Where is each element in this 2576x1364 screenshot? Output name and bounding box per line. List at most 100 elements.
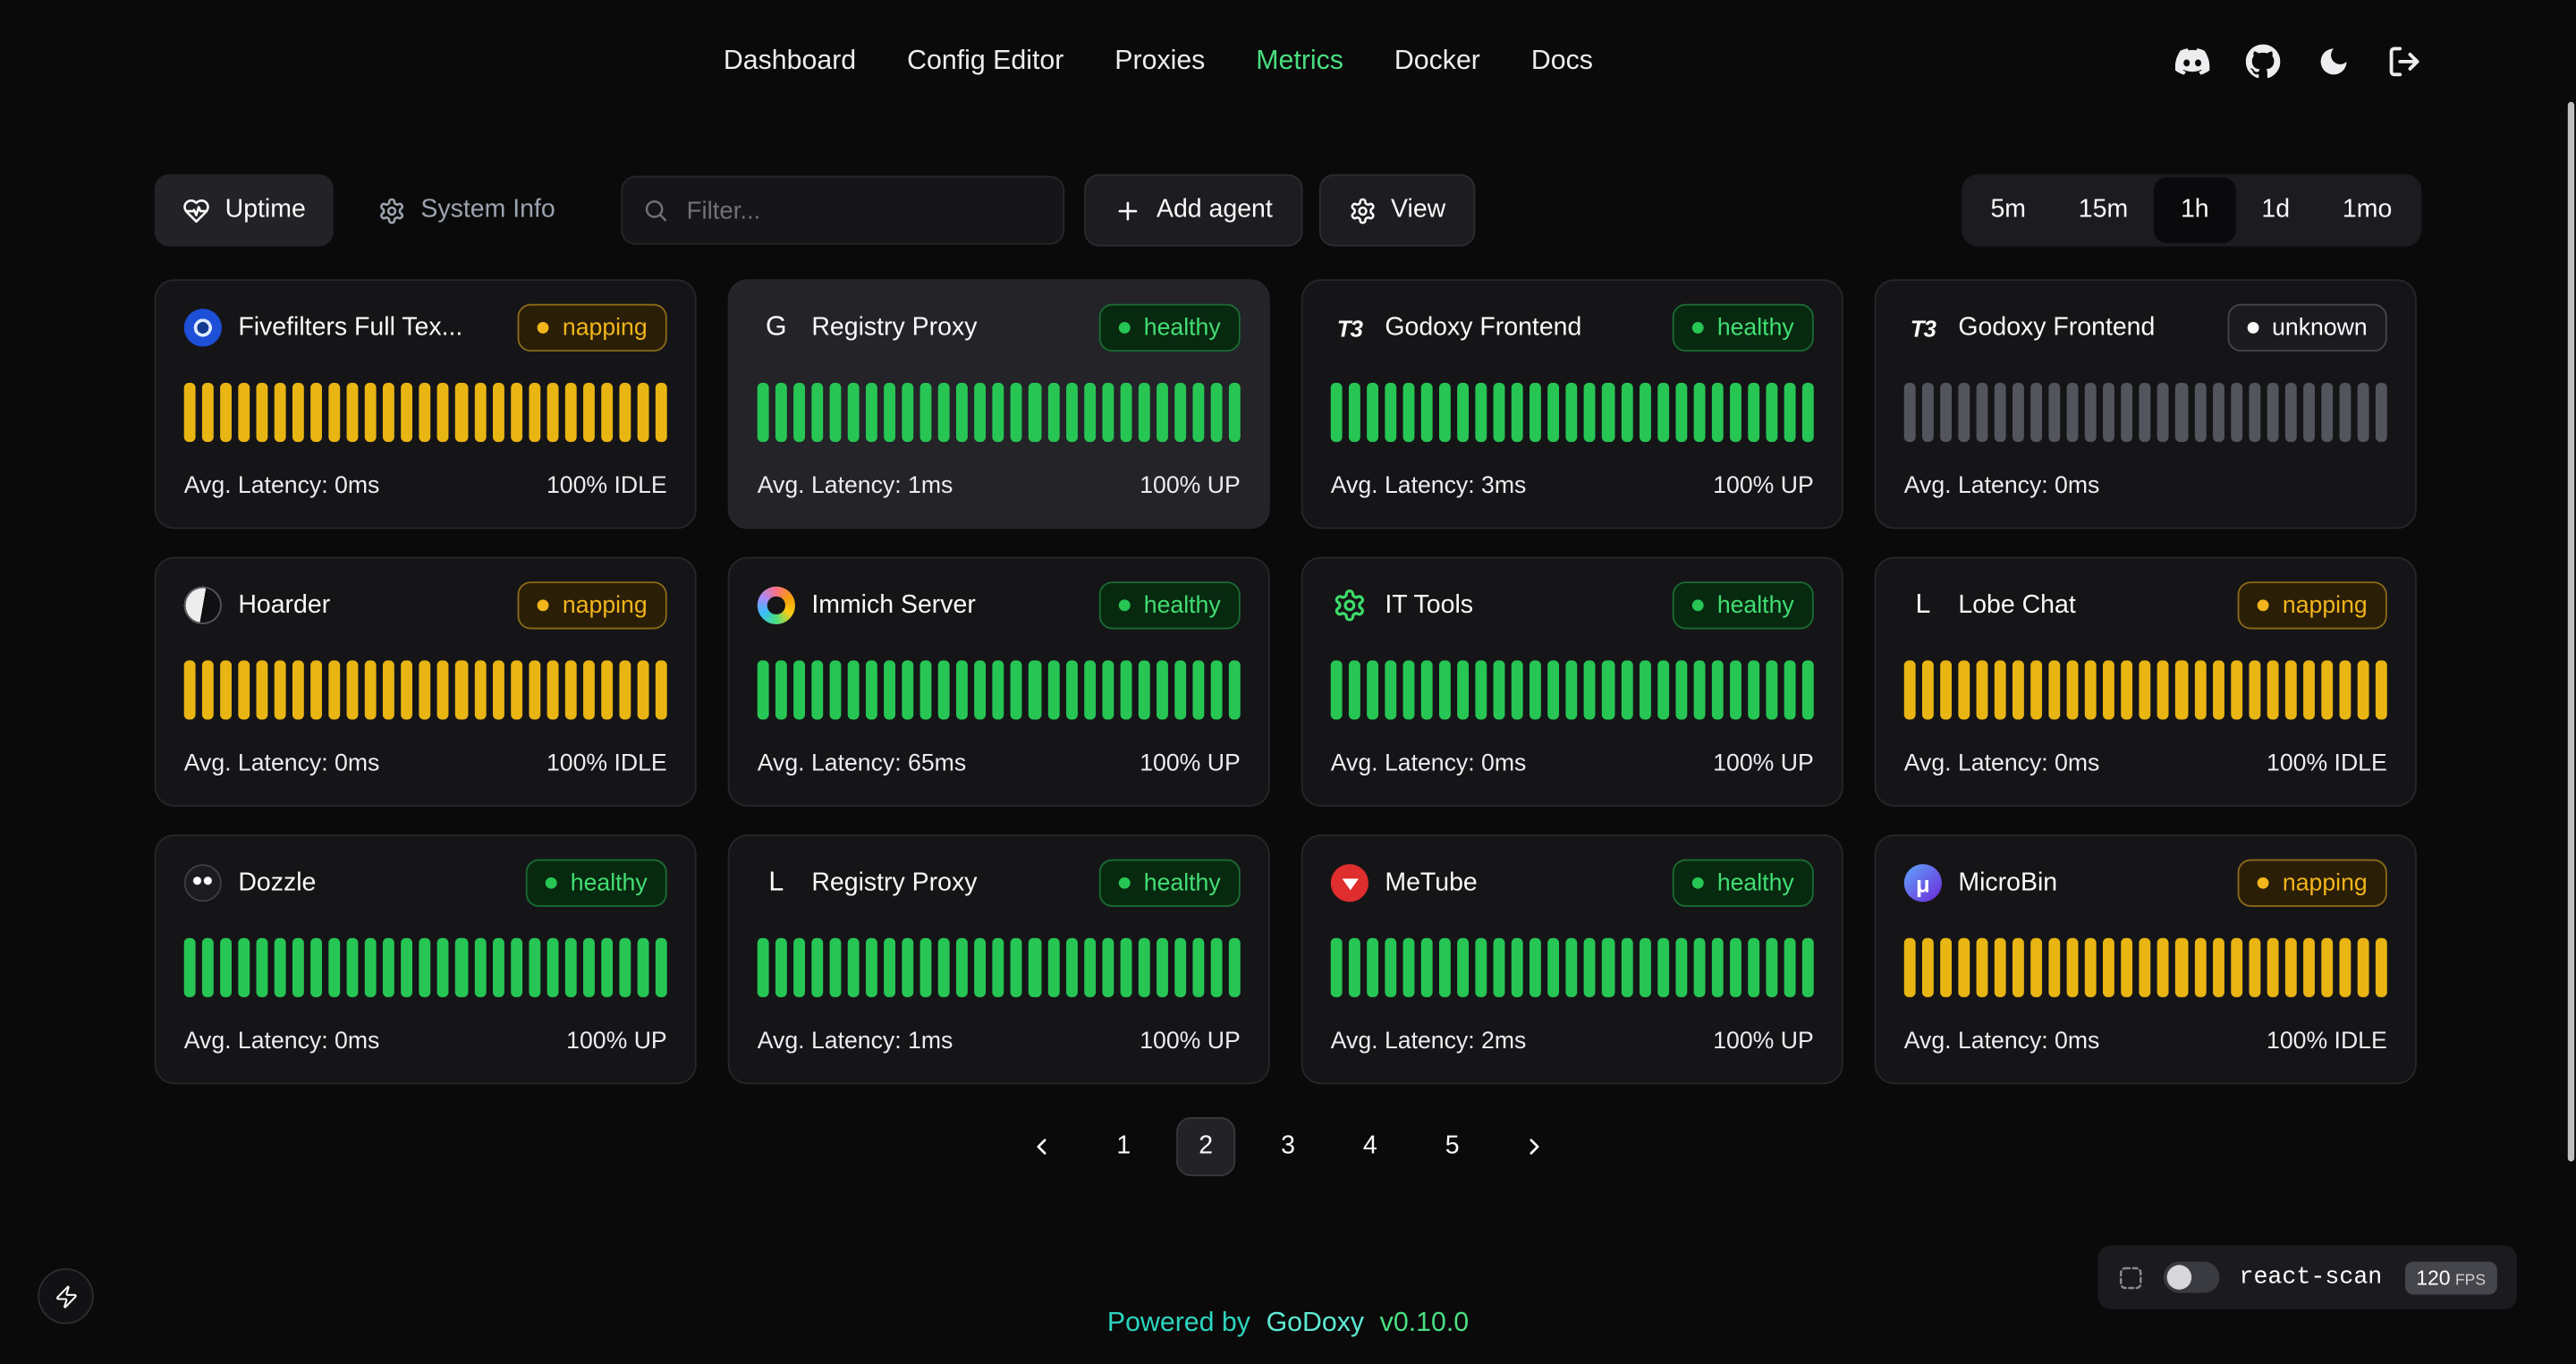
uptime-tab[interactable]: Uptime [155,174,334,247]
uptime-bar [2104,938,2115,997]
service-card-fivefilters-full-tex[interactable]: Fivefilters Full Tex...nappingAvg. Laten… [155,279,697,529]
status-label: healthy [1717,315,1794,341]
uptime-bar [1995,660,2006,719]
time-range-1mo[interactable]: 1mo [2317,177,2419,242]
scrollbar-thumb[interactable] [2568,102,2574,1162]
uptime-bar [1494,660,1505,719]
uptime-bar [1421,660,1433,719]
service-name: Lobe Chat [1958,590,2222,620]
services-grid: Fivefilters Full Tex...nappingAvg. Laten… [155,279,2417,1084]
nav-item-docker[interactable]: Docker [1394,46,1480,77]
logout-icon[interactable] [2387,44,2422,79]
nav-item-config-editor[interactable]: Config Editor [907,46,1063,77]
nav-item-docs[interactable]: Docs [1531,46,1593,77]
card-footer: Avg. Latency: 0ms100% IDLE [1904,1029,2387,1060]
filter-input[interactable] [683,195,1043,226]
page-button-3[interactable]: 3 [1258,1117,1318,1176]
uptime-bar [1621,660,1632,719]
add-agent-button[interactable]: Add agent [1084,174,1302,247]
uptime-bar [1711,383,1723,442]
uptime-bar [1548,938,1560,997]
service-card-registry-proxy[interactable]: GRegistry ProxyhealthyAvg. Latency: 1ms1… [728,279,1270,529]
time-range-15m[interactable]: 15m [2052,177,2154,242]
uptime-bar [793,938,805,997]
service-card-dozzle[interactable]: DozzlehealthyAvg. Latency: 0ms100% UP [155,834,697,1084]
uptime-bar [2376,660,2387,719]
time-range-5m[interactable]: 5m [1964,177,2052,242]
uptime-bars [1904,938,2387,997]
uptime-bar [2339,383,2351,442]
card-footer: Avg. Latency: 1ms100% UP [758,1029,1241,1060]
uptime-bar [347,383,359,442]
it-tools-icon [1331,587,1368,624]
inspect-icon[interactable] [2118,1264,2144,1290]
uptime-bar [775,938,787,997]
add-agent-label: Add agent [1157,196,1273,225]
prev-page-button[interactable] [1012,1117,1071,1176]
uptime-bar [1675,660,1687,719]
discord-icon[interactable] [2175,44,2210,79]
service-name: IT Tools [1385,590,1656,620]
service-name: MicroBin [1958,868,2222,898]
uptime-bars [184,383,667,442]
uptime-bar [1367,938,1378,997]
uptime-bars [1331,938,1814,997]
card-header: LRegistry Proxyhealthy [758,860,1241,907]
service-card-lobe-chat[interactable]: LLobe ChatnappingAvg. Latency: 0ms100% I… [1875,557,2417,807]
react-scan-toggle[interactable] [2164,1262,2219,1293]
uptime-bar [2049,383,2061,442]
uptime-bar [1512,660,1523,719]
uptime-bar [1784,660,1795,719]
system-info-tab-label: System Info [420,196,555,225]
nav-item-dashboard[interactable]: Dashboard [724,46,856,77]
nav-item-proxies[interactable]: Proxies [1114,46,1205,77]
service-card-metube[interactable]: MeTubehealthyAvg. Latency: 2ms100% UP [1301,834,1843,1084]
service-card-it-tools[interactable]: IT ToolshealthyAvg. Latency: 0ms100% UP [1301,557,1843,807]
nav-item-metrics[interactable]: Metrics [1256,46,1343,77]
system-info-tab[interactable]: System Info [350,174,583,247]
uptime-bar [2357,660,2368,719]
uptime-bar [1904,938,1916,997]
service-card-hoarder[interactable]: HoardernappingAvg. Latency: 0ms100% IDLE [155,557,697,807]
uptime-bar [1657,938,1668,997]
uptime-bar [1229,660,1241,719]
moon-icon[interactable] [2317,44,2351,79]
service-card-microbin[interactable]: MicroBinnappingAvg. Latency: 0ms100% IDL… [1875,834,2417,1084]
card-header: GRegistry Proxyhealthy [758,304,1241,352]
godoxy-link[interactable]: GoDoxy [1267,1308,1364,1337]
next-page-button[interactable] [1504,1117,1563,1176]
service-name: Godoxy Frontend [1958,313,2211,343]
status-label: healthy [571,870,648,896]
status-badge: healthy [1099,860,1241,907]
uptime-bar [474,938,486,997]
status-dot [546,877,557,889]
page-button-1[interactable]: 1 [1094,1117,1153,1176]
card-footer: Avg. Latency: 0ms100% IDLE [1904,750,2387,782]
uptime-bar [902,660,914,719]
uptime-bar [2067,660,2079,719]
uptime-bar [2049,938,2061,997]
latency-text: Avg. Latency: 1ms [758,473,953,504]
uptime-bar [2376,383,2387,442]
service-card-godoxy-frontend[interactable]: T3Godoxy FrontendunknownAvg. Latency: 0m… [1875,279,2417,529]
page-button-4[interactable]: 4 [1341,1117,1400,1176]
github-icon[interactable] [2246,44,2281,79]
uptime-bar [2122,660,2133,719]
view-button[interactable]: View [1318,174,1475,247]
uptime-bar [1403,660,1415,719]
uptime-bar [329,383,341,442]
service-card-immich-server[interactable]: Immich ServerhealthyAvg. Latency: 65ms10… [728,557,1270,807]
time-range-1h[interactable]: 1h [2155,177,2235,242]
time-range-1d[interactable]: 1d [2235,177,2316,242]
service-card-registry-proxy[interactable]: LRegistry Proxyhealthy Avg. Latency: 1ms1… [728,834,1270,1084]
service-card-godoxy-frontend[interactable]: T3Godoxy FrontendhealthyAvg. Latency: 3m… [1301,279,1843,529]
uptime-bar [456,660,468,719]
page-button-2[interactable]: 2 [1176,1117,1235,1176]
uptime-bar [1065,383,1077,442]
latency-text: Avg. Latency: 0ms [1904,750,2100,782]
uptime-bar [1603,660,1614,719]
page-button-5[interactable]: 5 [1423,1117,1482,1176]
card-footer: Avg. Latency: 65ms100% UP [758,750,1241,782]
latency-text: Avg. Latency: 65ms [758,750,966,782]
status-badge: healthy [1673,860,1814,907]
